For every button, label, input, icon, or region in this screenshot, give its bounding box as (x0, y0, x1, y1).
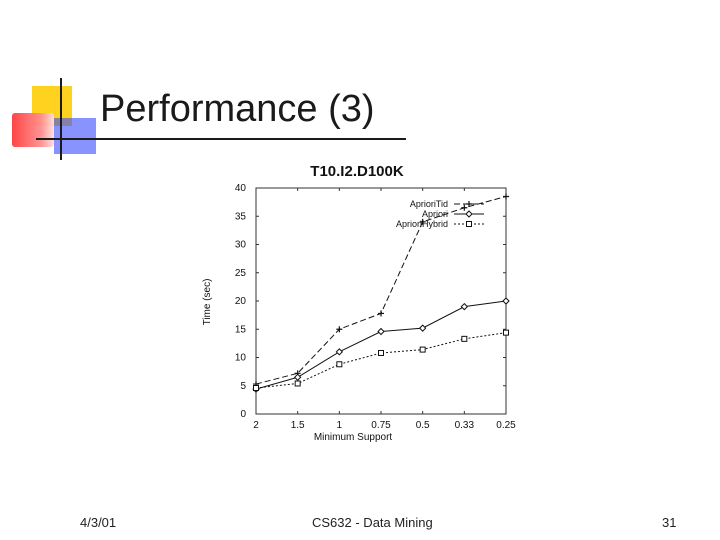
y-tick-label: 15 (235, 324, 247, 335)
footer-page-number: 31 (662, 515, 677, 530)
data-point-apriorihybrid (503, 329, 509, 336)
data-point-apriori (293, 373, 302, 381)
data-point-apriori (335, 348, 344, 356)
data-point-apriori (418, 324, 427, 332)
data-point-aprioritid (378, 310, 384, 317)
legend-label: AprioriTid (410, 199, 448, 209)
data-point-apriorihybrid (378, 349, 384, 356)
y-tick-label: 5 (240, 381, 246, 392)
y-tick-label: 30 (235, 240, 247, 251)
y-tick-label: 10 (235, 353, 247, 364)
data-point-apriori (502, 297, 510, 305)
data-point-aprioritid (336, 326, 343, 333)
x-tick-label: 1.5 (291, 420, 305, 431)
data-point-aprioritid (419, 218, 426, 225)
x-tick-label: 1 (337, 420, 343, 431)
legend-label: AprioriHybrid (396, 219, 448, 229)
data-point-apriorihybrid (419, 346, 426, 353)
title-decoration-vertical-line (60, 78, 62, 160)
chart-title: T10.I2.D100K (310, 163, 404, 180)
y-tick-label: 35 (235, 211, 247, 222)
y-tick-label: 25 (235, 268, 247, 279)
y-tick-label: 20 (235, 296, 247, 307)
legend-marker (466, 221, 472, 227)
y-axis-ticks: 0 5 10 15 20 25 30 35 40 (235, 183, 506, 420)
title-decoration-red-square (12, 113, 54, 147)
data-point-apriori (460, 302, 469, 311)
series-apriorihybrid (253, 329, 509, 392)
series-line-apriorihybrid (255, 332, 507, 389)
legend-label: Apriori (422, 209, 448, 219)
x-axis-ticks: 2 1.5 1 0.75 0.5 0.33 0.25 (253, 188, 516, 431)
y-axis-label: Time (sec) (202, 279, 213, 326)
x-axis-label: Minimum Support (314, 432, 393, 443)
data-point-apriorihybrid (336, 361, 343, 368)
data-point-apriorihybrid (461, 335, 468, 342)
x-tick-label: 0.5 (416, 420, 430, 431)
x-tick-label: 0.75 (371, 420, 391, 431)
y-tick-label: 0 (240, 409, 246, 420)
data-point-apriori (377, 327, 385, 336)
data-point-aprioritid (461, 204, 468, 211)
footer-course-name: CS632 - Data Mining (312, 515, 433, 530)
legend-marker (466, 201, 472, 207)
footer-date: 4/3/01 (80, 515, 117, 530)
title-underline (36, 138, 406, 140)
data-point-apriorihybrid (294, 380, 301, 387)
x-tick-label: 0.25 (496, 420, 516, 431)
x-tick-label: 0.33 (455, 420, 475, 431)
data-point-aprioritid (503, 193, 509, 200)
slide-title: Performance (3) (100, 88, 375, 130)
y-tick-label: 40 (235, 183, 247, 194)
x-tick-label: 2 (253, 420, 259, 431)
series-lines (252, 193, 510, 393)
series-aprioritid (253, 193, 509, 388)
legend-marker (465, 210, 473, 218)
data-point-apriorihybrid (253, 385, 259, 392)
